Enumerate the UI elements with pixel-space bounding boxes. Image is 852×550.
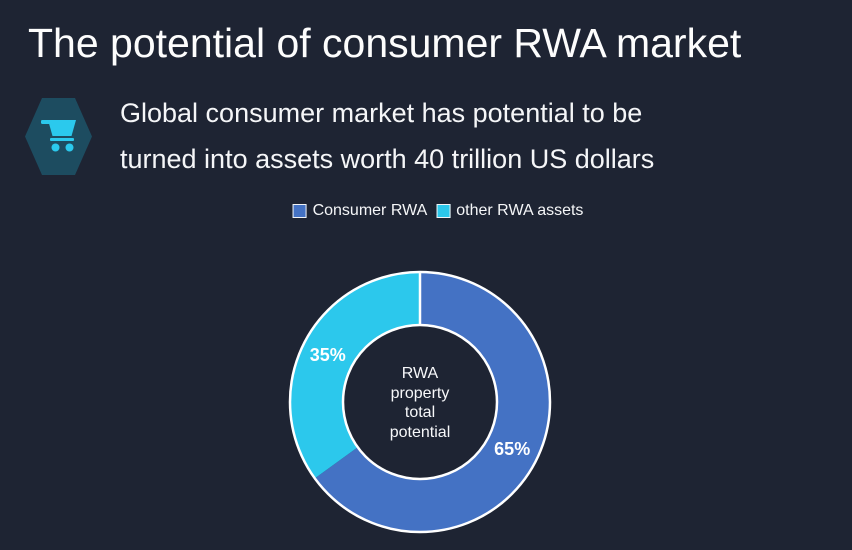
- donut-chart: 65% 35%: [288, 270, 552, 534]
- callout-line-2: turned into assets worth 40 trillion US …: [120, 144, 655, 174]
- callout-line-1: Global consumer market has potential to …: [120, 98, 643, 128]
- donut-segment-consumer-rwa[interactable]: [314, 272, 550, 532]
- legend-item-other-rwa[interactable]: other RWA assets: [436, 202, 583, 220]
- donut-data-label-consumer-rwa: 65%: [494, 439, 530, 459]
- donut-segment-other-rwa[interactable]: [289, 272, 420, 479]
- shopping-cart-icon: [25, 98, 92, 175]
- legend-swatch-other-rwa: [436, 204, 451, 218]
- donut-data-label-other-rwa: 35%: [310, 345, 346, 365]
- callout-text: Global consumer market has potential to …: [120, 90, 654, 182]
- chart-legend: Consumer RWA other RWA assets: [292, 202, 583, 220]
- donut-center-label: RWA property total potential: [389, 365, 451, 441]
- legend-label-other-rwa: other RWA assets: [456, 202, 584, 219]
- legend-label-consumer-rwa: Consumer RWA: [312, 202, 428, 219]
- page-title: The potential of consumer RWA market: [28, 20, 742, 66]
- legend-swatch-consumer-rwa: [292, 204, 307, 218]
- legend-item-consumer-rwa[interactable]: Consumer RWA: [292, 202, 428, 220]
- shopping-cart-badge: [25, 98, 92, 175]
